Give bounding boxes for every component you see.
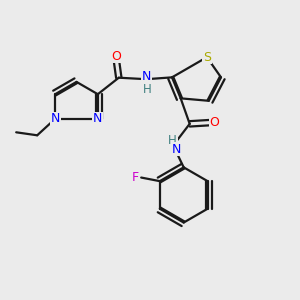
Text: O: O: [209, 116, 219, 129]
Text: N: N: [172, 142, 182, 155]
Text: N: N: [93, 112, 103, 125]
Text: N: N: [50, 112, 60, 125]
Text: F: F: [132, 171, 139, 184]
Text: N: N: [142, 70, 151, 83]
Text: S: S: [203, 51, 211, 64]
Text: O: O: [111, 50, 121, 63]
Text: H: H: [168, 134, 177, 146]
Text: H: H: [142, 83, 152, 96]
